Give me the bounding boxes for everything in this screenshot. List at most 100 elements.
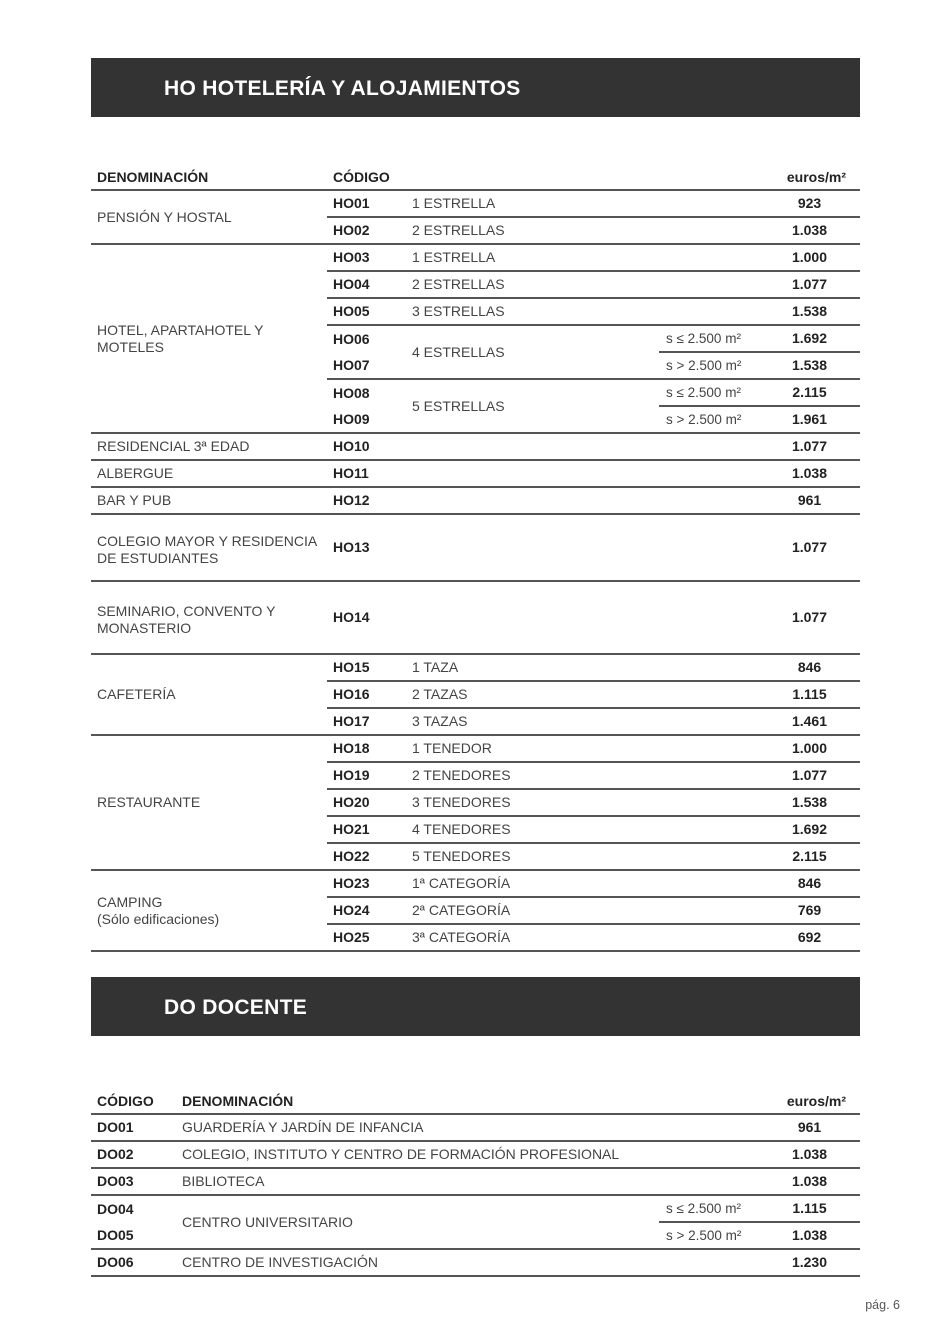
table-row: DO01 GUARDERÍA Y JARDÍN DE INFANCIA 961 (91, 1114, 860, 1142)
row-description: 5 TENEDORES (406, 843, 759, 871)
row-value: 1.692 (759, 816, 860, 844)
table-row: HO02 2 ESTRELLAS 1.038 (91, 217, 860, 245)
row-value: 1.461 (759, 708, 860, 736)
header-codigo: CÓDIGO (91, 1084, 176, 1115)
table-row: RESTAURANTE HO18 1 TENEDOR 1.000 (91, 735, 860, 871)
table-row: CAFETERÍA HO15 1 TAZA 846 (91, 654, 860, 736)
table-row: PENSIÓN Y HOSTAL HO01 1 ESTRELLA 923 (91, 190, 860, 245)
row-description: 3 TAZAS (406, 708, 759, 736)
row-code: HO07 (327, 352, 406, 380)
table-row: HO05 3 ESTRELLAS 1.538 (91, 298, 860, 326)
row-condition: s ≤ 2.500 m² (659, 379, 759, 407)
row-description: 1 TAZA (406, 654, 759, 682)
row-value: 1.038 (759, 460, 860, 488)
row-condition: s ≤ 2.500 m² (659, 325, 759, 353)
row-code: DO02 (91, 1141, 176, 1169)
header-denominacion: DENOMINACIÓN (91, 160, 327, 191)
table-row: SEMINARIO, CONVENTO Y MONASTERIO HO14 1.07… (91, 581, 860, 655)
group-name: CAFETERÍA (91, 654, 327, 736)
row-description: 3 ESTRELLAS (406, 298, 759, 326)
group-name: RESIDENCIAL 3ª EDAD (91, 433, 327, 461)
row-value: 1.538 (759, 352, 860, 380)
table-row: HO25 3ª CATEGORÍA 692 (91, 924, 860, 952)
row-description (406, 581, 759, 655)
table-header-row: CÓDIGO DENOMINACIÓN euros/m² (91, 1084, 860, 1115)
header-denominacion: DENOMINACIÓN (176, 1084, 659, 1115)
group-name: RESTAURANTE (91, 735, 327, 871)
row-code: HO15 (327, 654, 406, 682)
row-description (406, 487, 759, 515)
row-value: 1.038 (759, 1222, 860, 1250)
table-row: HO08 5 ESTRELLAS s ≤ 2.500 m² 2.115 (91, 379, 860, 434)
row-description: BIBLIOTECA (176, 1168, 759, 1196)
row-description: CENTRO UNIVERSITARIO (176, 1195, 659, 1250)
row-description: 2 ESTRELLAS (406, 217, 759, 245)
table-row: DO04 CENTRO UNIVERSITARIO s ≤ 2.500 m² 1.11… (91, 1195, 860, 1250)
row-code: HO08 (333, 384, 370, 401)
row-value: 1.077 (759, 514, 860, 582)
group-name: ALBERGUE (91, 460, 327, 488)
table-row: HO21 4 TENEDORES 1.692 (91, 816, 860, 844)
row-value: 846 (759, 654, 860, 682)
row-code: HO01 (327, 190, 406, 218)
row-value: 961 (759, 1114, 860, 1142)
row-description: 1ª CATEGORÍA (406, 870, 759, 898)
row-value: 1.000 (759, 244, 860, 272)
row-condition: s > 2.500 m² (659, 352, 759, 380)
row-code: HO24 (327, 897, 406, 925)
row-description: 4 TENEDORES (406, 816, 759, 844)
row-value: 1.692 (759, 325, 860, 353)
table-row: HO16 2 TAZAS 1.115 (91, 681, 860, 709)
table-row: DO02 COLEGIO, INSTITUTO Y CENTRO DE FORMA… (91, 1141, 860, 1169)
table-row: HO22 5 TENEDORES 2.115 (91, 843, 860, 871)
page-number: pág. 6 (865, 1298, 900, 1312)
row-code: HO11 (327, 460, 406, 488)
row-code: HO23 (327, 870, 406, 898)
row-description (406, 460, 759, 488)
row-value: 2.115 (759, 379, 860, 407)
row-value: 923 (759, 190, 860, 218)
group-name: PENSIÓN Y HOSTAL (91, 190, 327, 245)
table-header-row: DENOMINACIÓN CÓDIGO euros/m² (91, 160, 860, 191)
row-value: 1.000 (759, 735, 860, 763)
row-value: 1.077 (759, 762, 860, 790)
row-code: HO20 (327, 789, 406, 817)
row-code: HO12 (327, 487, 406, 515)
row-code: HO19 (327, 762, 406, 790)
row-description: GUARDERÍA Y JARDÍN DE INFANCIA (176, 1114, 759, 1142)
row-description: CENTRO DE INVESTIGACIÓN (176, 1249, 759, 1277)
table-row: DO05 s > 2.500 m² 1.038 (91, 1222, 860, 1250)
table-row: HO20 3 TENEDORES 1.538 (91, 789, 860, 817)
table-row: HO04 2 ESTRELLAS 1.077 (91, 271, 860, 299)
table-row: HO06 4 ESTRELLAS s ≤ 2.500 m² 1.692 (91, 325, 860, 380)
row-code: HO22 (327, 843, 406, 871)
row-value: 1.077 (759, 271, 860, 299)
row-value: 1.038 (759, 217, 860, 245)
table-row: BAR Y PUB HO12 961 (91, 487, 860, 515)
row-description: 1 ESTRELLA (406, 190, 759, 218)
row-condition: s > 2.500 m² (659, 406, 759, 434)
row-code: HO14 (327, 581, 406, 655)
row-description: 1 TENEDOR (406, 735, 759, 763)
row-value: 769 (759, 897, 860, 925)
group-name: COLEGIO MAYOR Y RESIDENCIA DE ESTUDIANTE… (91, 514, 327, 582)
table-row: HO09 s > 2.500 m² 1.961 (91, 406, 860, 434)
header-codigo: CÓDIGO (327, 160, 406, 191)
row-value: 1.077 (759, 581, 860, 655)
row-code: HO03 (327, 244, 406, 272)
section-header-docente: DO DOCENTE (91, 977, 860, 1036)
row-value: 1.077 (759, 433, 860, 461)
row-value: 1.115 (759, 1195, 860, 1223)
row-value: 1.038 (759, 1141, 860, 1169)
table-row: RESIDENCIAL 3ª EDAD HO10 1.077 (91, 433, 860, 461)
row-code: DO05 (91, 1222, 176, 1250)
group-name: HOTEL, APARTAHOTEL Y MOTELES (91, 244, 327, 434)
row-description: 1 ESTRELLA (406, 244, 759, 272)
hoteleria-price-table: DENOMINACIÓN CÓDIGO euros/m² PENSIÓN Y H… (91, 160, 860, 952)
group-name: BAR Y PUB (91, 487, 327, 515)
row-value: 1.961 (759, 406, 860, 434)
row-code: HO09 (327, 406, 406, 434)
row-code: HO21 (327, 816, 406, 844)
row-description: 4 ESTRELLAS (406, 325, 659, 380)
table-row: HO17 3 TAZAS 1.461 (91, 708, 860, 736)
